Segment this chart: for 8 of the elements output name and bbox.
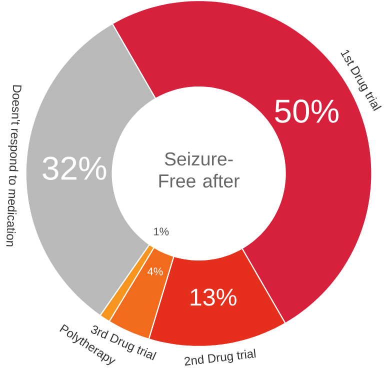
slice-label: 2nd Drug trial: [184, 348, 256, 366]
data-label: 13%: [190, 288, 236, 306]
data-label: 32%: [42, 156, 106, 180]
data-label: 50%: [275, 100, 338, 124]
data-label: 1%: [154, 228, 169, 236]
data-label: 4%: [148, 268, 163, 276]
text: Seizure-Free after: [159, 152, 240, 188]
slice-label: Doesn't respond to medication: [6, 85, 22, 247]
